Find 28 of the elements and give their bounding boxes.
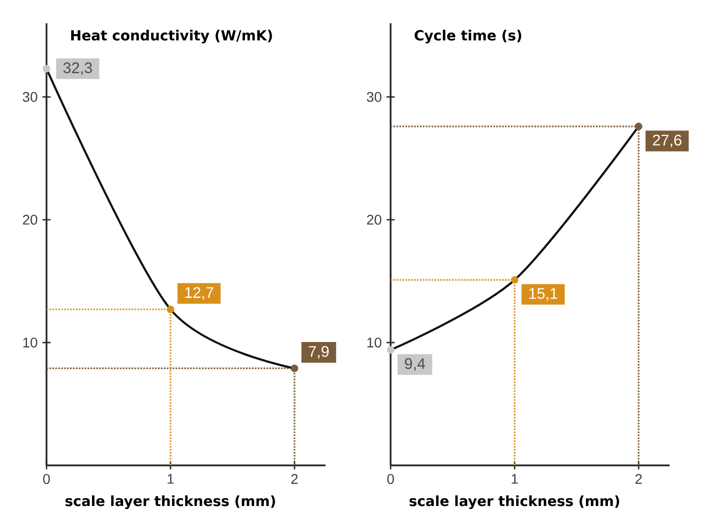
y-axis-title: Cycle time (s) bbox=[414, 30, 522, 44]
y-tick-label: 20 bbox=[22, 214, 38, 225]
point bbox=[42, 64, 50, 72]
point bbox=[634, 122, 642, 130]
data-label: 9,4 bbox=[404, 358, 426, 371]
data-label: 32,3 bbox=[63, 62, 92, 76]
x-tick-label: 2 bbox=[635, 474, 642, 484]
y-tick-label: 30 bbox=[366, 92, 382, 102]
x-tick-label: 0 bbox=[43, 474, 50, 484]
x-axis-title: scale layer thickness (mm) bbox=[65, 495, 276, 510]
y-tick-label: 10 bbox=[367, 338, 382, 348]
x-tick-label: 2 bbox=[291, 474, 298, 484]
y-tick-label: 10 bbox=[23, 338, 38, 348]
point bbox=[166, 306, 174, 314]
point bbox=[386, 346, 394, 354]
x-tick-label: 1 bbox=[512, 474, 518, 484]
data-label: 27,6 bbox=[652, 134, 682, 148]
y-axis-title: Heat conductivity (W/mK) bbox=[71, 30, 272, 44]
x-axis-title: scale layer thickness (mm) bbox=[410, 495, 620, 510]
y-tick-label: 20 bbox=[367, 214, 382, 225]
point bbox=[510, 276, 518, 284]
x-tick-label: 0 bbox=[387, 474, 394, 484]
x-tick-label: 1 bbox=[168, 474, 174, 484]
data-label: 12,7 bbox=[185, 287, 214, 300]
data-label: 15,1 bbox=[529, 288, 558, 301]
data-label: 7,9 bbox=[308, 346, 329, 359]
y-tick-label: 30 bbox=[22, 92, 38, 102]
point bbox=[290, 364, 298, 372]
